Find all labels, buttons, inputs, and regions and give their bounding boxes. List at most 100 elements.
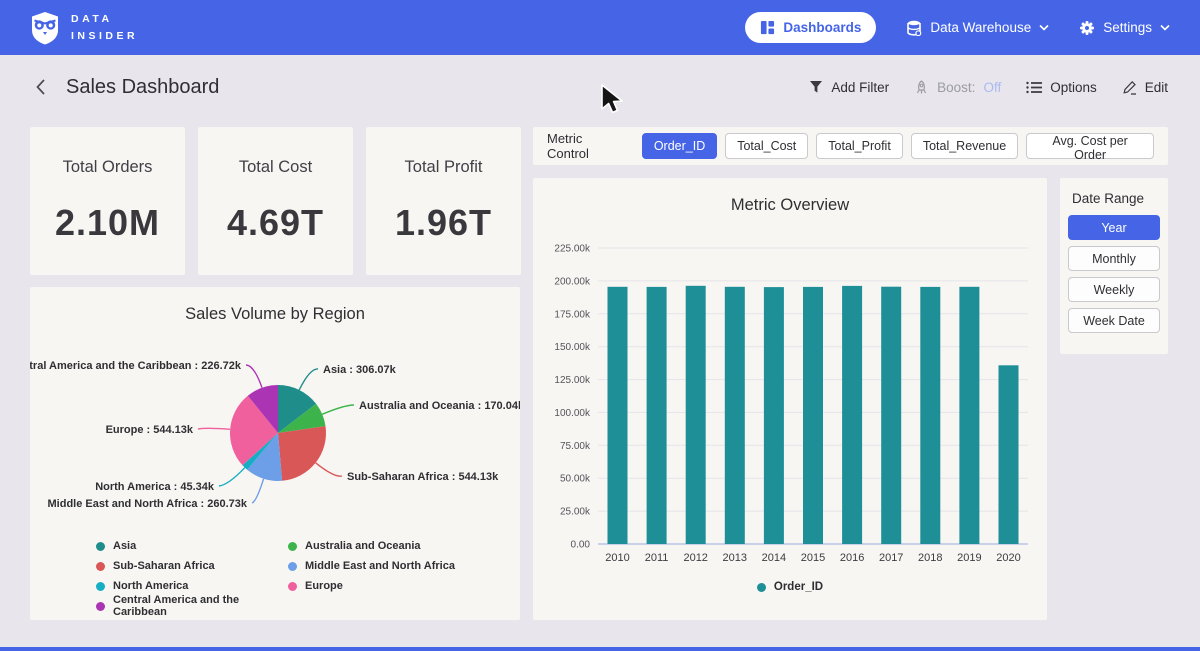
boost-state: Off — [983, 80, 1001, 95]
bar-legend-item-order-id[interactable]: Order_ID — [757, 581, 823, 593]
brand-line1: DATA — [71, 11, 138, 27]
legend-dot-icon — [96, 582, 105, 591]
chevron-left-icon — [34, 78, 47, 96]
kpi-value: 2.10M — [55, 202, 160, 244]
legend-dot-icon — [288, 542, 297, 551]
bar-2018[interactable] — [920, 287, 940, 544]
y-tick-label: 200.00k — [554, 276, 591, 287]
metric-chip-total-revenue[interactable]: Total_Revenue — [911, 133, 1018, 159]
add-filter-label: Add Filter — [831, 80, 889, 95]
header-actions: Add Filter Boost: Off Options — [809, 80, 1168, 95]
y-tick-label: 75.00k — [560, 441, 591, 452]
legend-label: Sub-Saharan Africa — [113, 560, 215, 572]
options-button[interactable]: Options — [1026, 80, 1097, 95]
pie-slice-label: Australia and Oceania : 170.04k — [359, 400, 520, 412]
kpi-value: 1.96T — [395, 202, 492, 244]
kpi-label: Total Profit — [405, 158, 483, 177]
pie-callout-line — [299, 369, 318, 390]
legend-label: Central America and the Caribbean — [113, 594, 288, 618]
metric-chip-total-profit[interactable]: Total_Profit — [816, 133, 903, 159]
pie-slice-label: Sub-Saharan Africa : 544.13k — [347, 471, 499, 483]
date-range-panel: Date Range YearMonthlyWeeklyWeek Date — [1060, 178, 1168, 354]
bar-2011[interactable] — [647, 287, 667, 544]
legend-item-australia-and-oceania[interactable]: Australia and Oceania — [288, 540, 455, 552]
bottom-accent-strip — [0, 647, 1200, 651]
chevron-down-icon — [1039, 24, 1049, 31]
chevron-down-icon — [1160, 24, 1170, 31]
legend-item-sub-saharan-africa[interactable]: Sub-Saharan Africa — [96, 560, 288, 572]
y-tick-label: 0.00 — [571, 540, 591, 551]
legend-item-north-america[interactable]: North America — [96, 580, 288, 592]
bar-2017[interactable] — [881, 287, 901, 544]
date-range-weekly[interactable]: Weekly — [1068, 277, 1160, 302]
y-tick-label: 50.00k — [560, 474, 591, 485]
metric-chip-order-id[interactable]: Order_ID — [642, 133, 717, 159]
bar-legend-label: Order_ID — [774, 581, 823, 593]
bar-2012[interactable] — [686, 286, 706, 544]
x-tick-label: 2012 — [683, 552, 707, 564]
bar-2014[interactable] — [764, 287, 784, 544]
x-tick-label: 2016 — [840, 552, 864, 564]
pie-slice-label: North America : 45.34k — [95, 481, 215, 493]
bar-chart-title: Metric Overview — [533, 196, 1047, 215]
settings-button[interactable]: Settings — [1079, 20, 1170, 36]
legend-dot-icon — [96, 562, 105, 571]
back-button[interactable] — [32, 76, 49, 98]
bar-2015[interactable] — [803, 287, 823, 544]
kpi-card-total-profit: Total Profit 1.96T — [366, 127, 521, 275]
metric-control-label: Metric Control — [547, 131, 627, 161]
kpi-value: 4.69T — [227, 202, 324, 244]
legend-label: Middle East and North Africa — [305, 560, 455, 572]
bar-2019[interactable] — [959, 287, 979, 544]
legend-item-asia[interactable]: Asia — [96, 540, 288, 552]
filter-funnel-icon — [809, 80, 823, 94]
metric-chip-avg-cost-per-order[interactable]: Avg. Cost per Order — [1026, 133, 1154, 159]
legend-dot-icon — [757, 583, 766, 592]
metric-chip-total-cost[interactable]: Total_Cost — [725, 133, 808, 159]
boost-toggle[interactable]: Boost: Off — [914, 80, 1001, 95]
pie-callout-line — [316, 463, 342, 476]
pie-slice-sub-saharan-africa[interactable] — [278, 426, 326, 481]
date-range-week-date[interactable]: Week Date — [1068, 308, 1160, 333]
bar-2013[interactable] — [725, 287, 745, 544]
page-header: Sales Dashboard Add Filter Boost: Off — [0, 55, 1200, 119]
bar-chart[interactable]: 0.00 25.00k 50.00k 75.00k 100.00k 125.00k 150.… — [533, 178, 1047, 620]
legend-item-middle-east-and-north-africa[interactable]: Middle East and North Africa — [288, 560, 455, 572]
navbar-menu: Dashboards Data Warehouse — [745, 12, 1170, 43]
legend-item-europe[interactable]: Europe — [288, 580, 455, 592]
x-tick-label: 2014 — [762, 552, 786, 564]
kpi-label: Total Cost — [239, 158, 312, 177]
x-tick-label: 2015 — [801, 552, 825, 564]
rocket-icon — [914, 80, 929, 95]
pie-callout-line — [246, 365, 262, 388]
legend-item-central-america-and-the-caribbean[interactable]: Central America and the Caribbean — [96, 594, 288, 618]
legend-label: Asia — [113, 540, 136, 552]
add-filter-button[interactable]: Add Filter — [809, 80, 889, 95]
bar-2020[interactable] — [999, 365, 1019, 544]
pie-callout-line — [198, 428, 230, 429]
dashboards-label: Dashboards — [783, 20, 861, 35]
brand-logo[interactable]: DATA INSIDER — [30, 11, 138, 45]
bar-2016[interactable] — [842, 286, 862, 544]
settings-label: Settings — [1103, 20, 1152, 35]
y-tick-label: 125.00k — [554, 375, 591, 386]
y-tick-label: 25.00k — [560, 507, 591, 518]
y-tick-label: 100.00k — [554, 408, 591, 419]
date-range-monthly[interactable]: Monthly — [1068, 246, 1160, 271]
boost-label: Boost: — [937, 80, 975, 95]
data-warehouse-label: Data Warehouse — [930, 20, 1031, 35]
edit-button[interactable]: Edit — [1122, 80, 1168, 95]
bar-2010[interactable] — [608, 287, 628, 544]
edit-label: Edit — [1145, 80, 1168, 95]
brand-line2: INSIDER — [71, 28, 138, 44]
dashboards-button[interactable]: Dashboards — [745, 12, 876, 43]
legend-label: North America — [113, 580, 188, 592]
gear-icon — [1079, 20, 1095, 36]
legend-dot-icon — [288, 562, 297, 571]
date-range-year[interactable]: Year — [1068, 215, 1160, 240]
legend-dot-icon — [96, 602, 105, 611]
x-tick-label: 2017 — [879, 552, 903, 564]
data-warehouse-button[interactable]: Data Warehouse — [906, 20, 1049, 36]
y-tick-label: 150.00k — [554, 342, 591, 353]
pencil-edit-icon — [1122, 80, 1137, 95]
